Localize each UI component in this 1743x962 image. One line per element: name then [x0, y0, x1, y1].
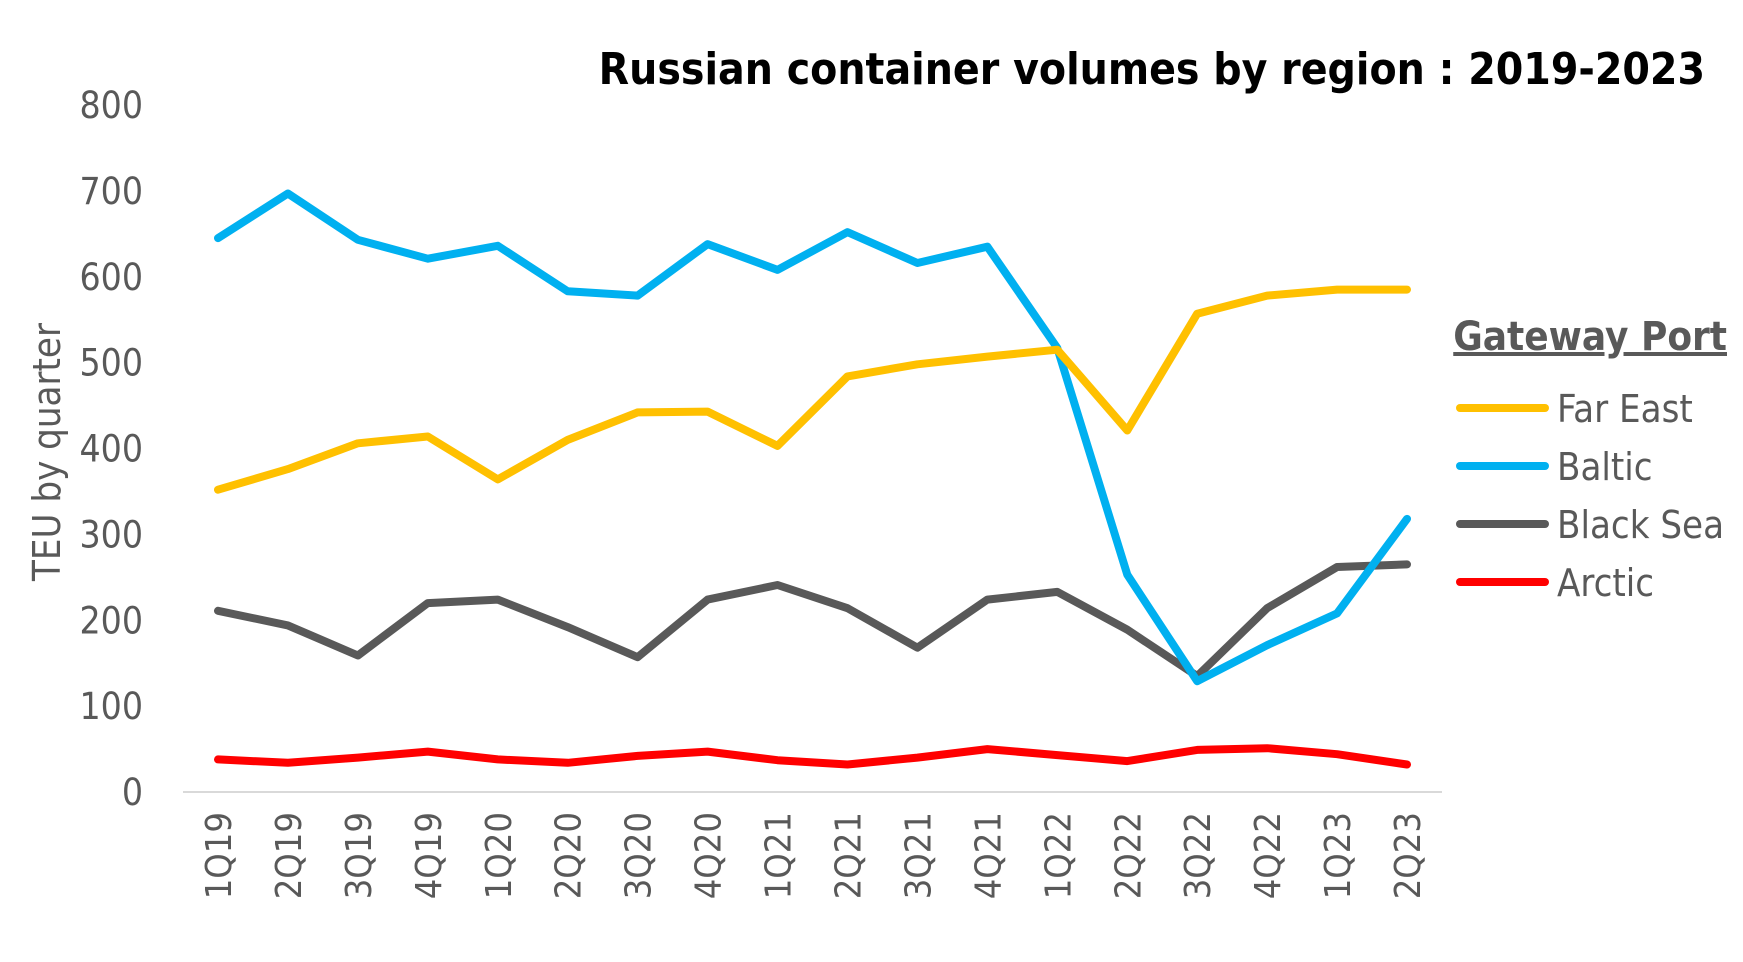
y-tick-label: 500 — [79, 342, 143, 385]
x-tick-labels: 1Q19 2Q19 3Q19 4Q19 1Q20 2Q20 3Q20 4Q20 1Q21 2Q21… — [199, 812, 1429, 899]
x-tick-label: 4Q22 — [1248, 812, 1289, 899]
x-tick-label: 1Q22 — [1038, 812, 1079, 899]
series-lines — [214, 189, 1411, 769]
x-tick-label: 4Q20 — [689, 812, 730, 899]
x-tick-label: 2Q19 — [269, 812, 310, 899]
legend-items: Far East Baltic Black Sea Arctic — [1456, 387, 1724, 605]
x-tick-label: 4Q19 — [409, 812, 450, 899]
legend-label: Black Sea — [1557, 503, 1724, 547]
x-tick-label: 2Q20 — [549, 812, 590, 899]
x-tick-label: 4Q21 — [968, 812, 1009, 899]
x-tick-label: 2Q21 — [828, 812, 869, 899]
y-tick-label: 700 — [79, 170, 143, 213]
legend-item: Arctic — [1456, 561, 1654, 605]
series-line-far-east — [214, 285, 1411, 494]
x-tick-label: 2Q22 — [1108, 812, 1149, 899]
legend-title: Gateway Port — [1453, 314, 1727, 360]
y-tick-label: 100 — [79, 685, 143, 728]
x-tick-label: 1Q23 — [1318, 812, 1359, 899]
legend-item: Far East — [1456, 387, 1693, 431]
y-tick-label: 300 — [79, 513, 143, 556]
legend-item: Black Sea — [1456, 503, 1724, 547]
y-tick-label: 600 — [79, 256, 143, 299]
x-tick-label: 1Q20 — [479, 812, 520, 899]
x-tick-label: 3Q19 — [339, 812, 380, 899]
x-tick-label: 3Q22 — [1178, 812, 1219, 899]
x-tick-label: 1Q21 — [759, 812, 800, 899]
y-tick-labels: 0 100 200 300 400 500 600 700 800 — [79, 84, 143, 814]
y-tick-label: 400 — [79, 428, 143, 471]
series-line-black-sea — [214, 560, 1411, 681]
legend: Gateway Port Far East Baltic Black Sea Arct… — [1453, 314, 1727, 605]
x-tick-label: 2Q23 — [1388, 812, 1429, 899]
legend-item: Baltic — [1456, 445, 1653, 489]
series-line-arctic — [214, 744, 1411, 769]
series-line-baltic — [214, 189, 1411, 686]
y-tick-label: 0 — [122, 771, 143, 814]
chart-title: Russian container volumes by region : 20… — [599, 44, 1705, 95]
legend-label: Arctic — [1557, 561, 1654, 605]
x-tick-label: 1Q19 — [199, 812, 240, 899]
legend-label: Baltic — [1557, 445, 1653, 489]
legend-label: Far East — [1557, 387, 1693, 431]
y-axis-label: TEU by quarter — [25, 322, 69, 582]
y-tick-label: 200 — [79, 599, 143, 642]
x-tick-label: 3Q21 — [898, 812, 939, 899]
y-tick-label: 800 — [79, 84, 143, 127]
x-tick-label: 3Q20 — [619, 812, 660, 899]
